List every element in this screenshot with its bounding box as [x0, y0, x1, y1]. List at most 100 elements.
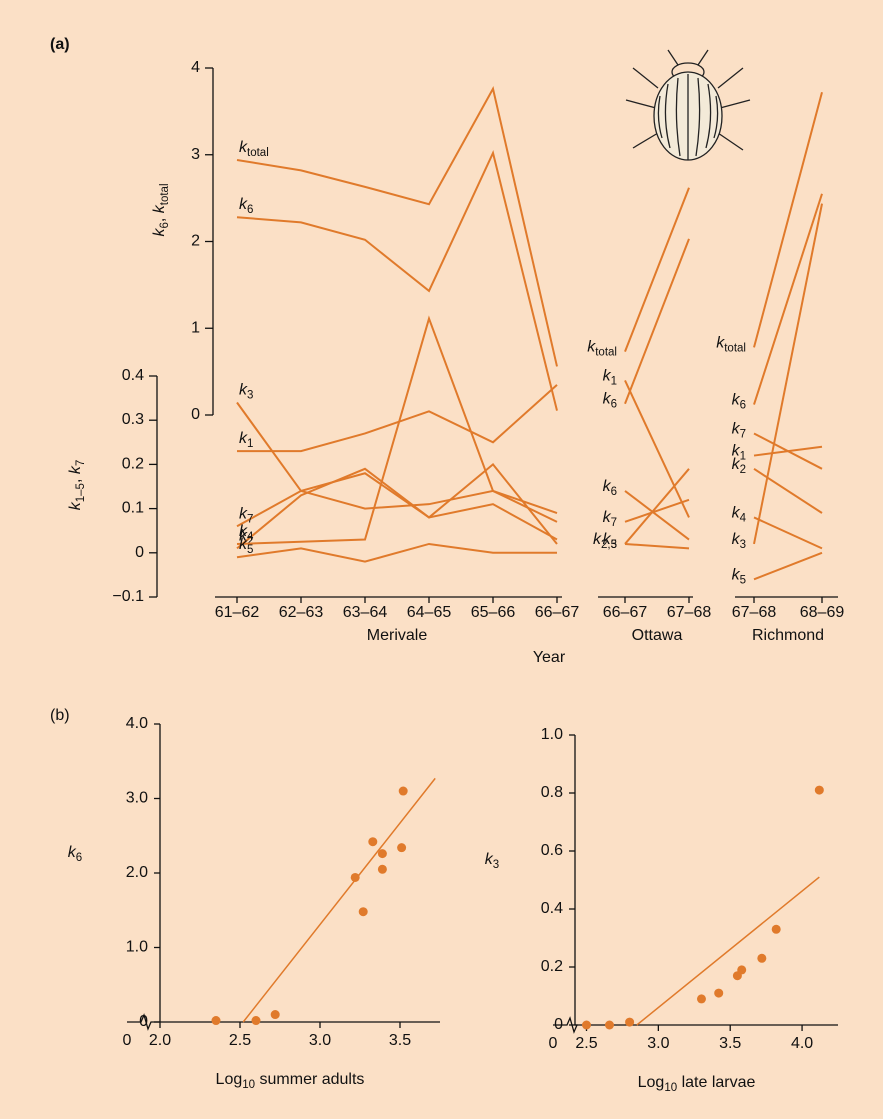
x-break-label: 0: [123, 1032, 132, 1049]
data-point: [814, 785, 824, 795]
y-tick-label: 0.8: [541, 784, 563, 801]
series-line: [237, 384, 558, 453]
y-tick-label: 2.0: [126, 864, 148, 881]
series-line: [236, 472, 558, 541]
x-tick-label: 63–64: [343, 604, 388, 621]
series-line: [753, 193, 823, 405]
data-point: [398, 786, 408, 796]
data-point: [211, 1016, 221, 1026]
fit-line: [636, 876, 820, 1026]
series-line: [236, 315, 558, 545]
series-line: [753, 516, 823, 550]
x-tick-label: 3.0: [309, 1032, 331, 1049]
series-line: [624, 379, 690, 518]
series-label: k2: [239, 528, 253, 548]
x-tick-label: 67–68: [667, 604, 712, 621]
data-point: [581, 1020, 591, 1030]
y-tick-label: 3.0: [126, 790, 148, 807]
series-line: [624, 542, 690, 550]
y2-tick-label: 0: [135, 544, 144, 561]
x-tick-label: 66–67: [603, 604, 648, 621]
group-label: Ottawa: [632, 627, 683, 644]
y-tick-label: 1.0: [541, 726, 563, 743]
x-tick-label: 2.5: [575, 1035, 597, 1052]
x-axis-label: Log10 summer adults: [216, 1071, 365, 1091]
y-tick-label: 4: [191, 59, 200, 76]
y-tick-label: 2: [191, 233, 200, 250]
data-point: [737, 965, 747, 975]
x-tick-label: 3.0: [647, 1035, 669, 1052]
data-point: [757, 953, 767, 963]
series-line: [753, 551, 823, 581]
series-label: k7: [603, 509, 617, 529]
series-label: k1: [239, 430, 253, 450]
y-tick-label: 1: [191, 319, 200, 336]
series-label: k5: [732, 567, 746, 587]
x-tick-label: 3.5: [389, 1032, 411, 1049]
x-tick-label: 65–66: [471, 604, 516, 621]
series-line: [753, 92, 823, 348]
fit-line: [242, 777, 436, 1023]
y-axis-label: k3: [485, 851, 499, 871]
group-label: Merivale: [367, 627, 428, 644]
data-point: [251, 1016, 261, 1026]
y2-axis-label: k1–5, k7: [67, 460, 87, 511]
y2-tick-label: 0.2: [122, 456, 144, 473]
series-label: ktotal: [587, 339, 617, 359]
y2-tick-label: −0.1: [112, 588, 144, 605]
series-label: k4: [239, 523, 254, 543]
series-line: [236, 150, 558, 411]
series-line: [624, 490, 690, 541]
data-point: [270, 1010, 280, 1020]
panel-label: (b): [50, 707, 70, 724]
series-label: k7: [239, 505, 253, 525]
y2-tick-label: 0.1: [122, 500, 144, 517]
x-tick-label: 64–65: [407, 604, 452, 621]
y-tick-label: 1.0: [126, 939, 148, 956]
x-axis-label: Log10 late larvae: [638, 1074, 756, 1094]
series-label: k6: [603, 478, 617, 498]
data-point: [714, 988, 724, 998]
y-tick-label: 0: [191, 406, 200, 423]
y-tick-label: 0.6: [541, 842, 563, 859]
series-line: [236, 462, 558, 550]
data-point: [771, 924, 781, 934]
y-tick-label: 0: [554, 1016, 563, 1033]
y-axis-label: k6: [68, 844, 82, 864]
y-tick-label: 0.2: [541, 958, 563, 975]
x-tick-label: 2.5: [229, 1032, 251, 1049]
series-line: [753, 445, 823, 457]
data-point: [397, 843, 407, 853]
y2-tick-label: 0.4: [122, 367, 144, 384]
data-point: [377, 849, 387, 859]
x-tick-label: 4.0: [791, 1035, 813, 1052]
data-point: [377, 864, 387, 874]
panel-label: (a): [50, 36, 70, 53]
series-label: k6: [603, 391, 617, 411]
series-line: [753, 467, 823, 514]
x-tick-label: 3.5: [719, 1035, 741, 1052]
series-line: [624, 238, 690, 405]
x-tick-label: 2.0: [149, 1032, 171, 1049]
series-label: ktotal: [716, 335, 746, 355]
series-line: [753, 203, 823, 545]
series-line: [236, 86, 558, 367]
series-label: k5: [239, 536, 253, 556]
series-label: k6: [239, 196, 253, 216]
group-label: Richmond: [752, 627, 824, 644]
y-tick-label: 3: [191, 146, 200, 163]
series-label: k2: [732, 456, 746, 476]
series-line: [236, 401, 558, 523]
data-point: [368, 837, 378, 847]
series-label: k3: [732, 531, 746, 551]
series-line: [624, 498, 690, 523]
x-break-label: 0: [549, 1035, 558, 1052]
series-label: k1: [732, 443, 746, 463]
beetle-illustration: [625, 49, 751, 161]
series-label: k7: [732, 421, 746, 441]
series-line: [236, 542, 557, 563]
data-point: [696, 994, 706, 1004]
axis-break: [127, 1013, 160, 1031]
